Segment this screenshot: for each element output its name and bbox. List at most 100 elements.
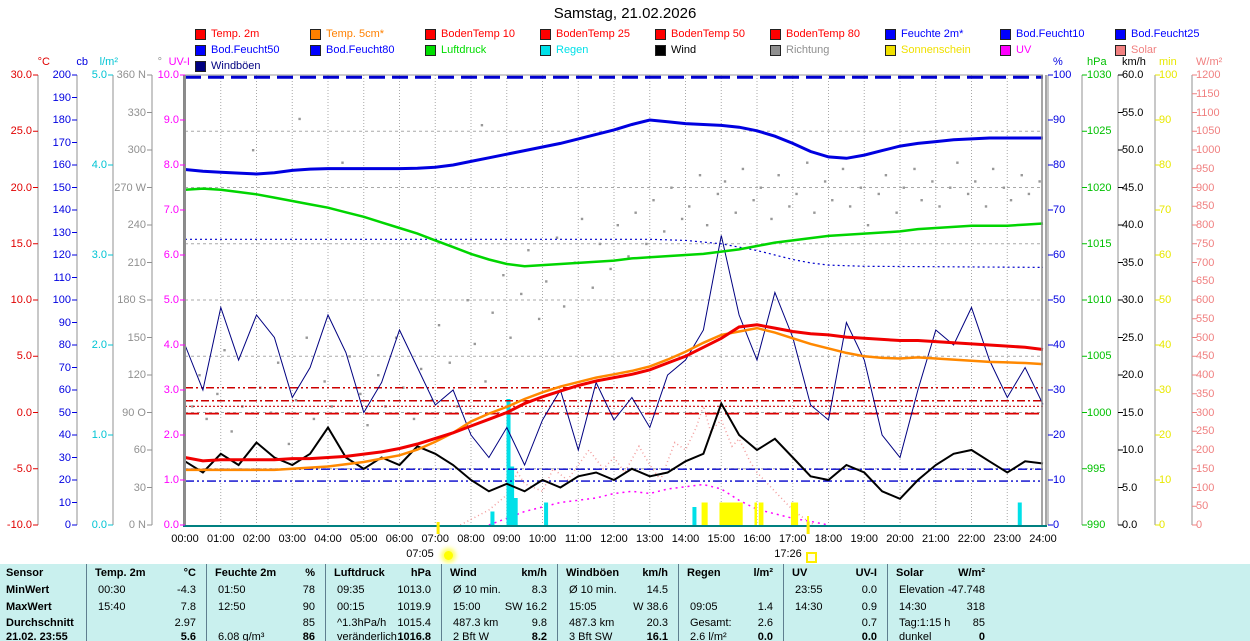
legend-item-uv: UV	[1000, 44, 1031, 56]
table-col-unit: %	[305, 567, 315, 579]
axis-unit-label: hPa	[1087, 56, 1107, 68]
table-cell-info: 487.3 km	[569, 617, 615, 629]
axis-tick-label: 15.0	[10, 237, 32, 250]
x-axis-hour-label: 23:00	[993, 533, 1022, 545]
table-cell-info: 3 Bft SW	[569, 631, 613, 641]
axis-tick-label: 25.0	[1122, 331, 1144, 344]
axis-tick-label: 950	[1196, 162, 1215, 175]
table-col-name: Feuchte 2m	[215, 567, 277, 579]
axis-tick-label: 1005	[1087, 350, 1112, 363]
table-cell-value: 7.8	[180, 601, 196, 613]
x-axis-hour-label: 07:00	[421, 533, 450, 545]
axis-tick-label: 210	[127, 256, 146, 269]
axis-tick-label: 0.0	[91, 519, 107, 531]
axis-tick-label: 10	[1053, 474, 1066, 486]
table-row-label: 21.02. 23:55	[6, 631, 68, 641]
axis-tick-label: 0	[1053, 519, 1060, 531]
legend-label: Bod.Feucht25	[1131, 28, 1200, 40]
axis-tick-label: 30	[133, 481, 146, 494]
legend-label: BodenTemp 50	[671, 28, 745, 40]
table-cell-value: 2.97	[174, 617, 196, 629]
table-cell-value: 85	[302, 617, 315, 629]
x-axis-hour-label: 08:00	[457, 533, 485, 545]
legend-item-temp-2m: Temp. 2m	[195, 28, 259, 40]
table-cell-value: 1.4	[757, 601, 773, 613]
axis-tick-label: 70	[1053, 204, 1066, 216]
table-cell-value: 85	[972, 617, 985, 629]
axis-tick-label: 350	[1196, 387, 1215, 400]
sunset-time: 17:26	[774, 548, 802, 560]
legend-swatch-icon	[195, 60, 206, 72]
axis-tick-label: 1015	[1087, 237, 1112, 250]
axis-tick-label: 35.0	[1122, 256, 1144, 269]
table-separator	[86, 564, 87, 641]
axis-tick-label: 60	[1053, 249, 1066, 261]
legend-label: Sonnenschein	[901, 44, 971, 56]
table-separator	[441, 564, 442, 641]
axis-tick-label: 990	[1087, 519, 1106, 531]
table-col-name: Solar	[896, 567, 924, 579]
axis-tick-label: 995	[1087, 462, 1106, 475]
table-col-name: Windböen	[566, 567, 620, 579]
axis-tick-label: 50.0	[1122, 144, 1144, 156]
axis-tick-label: 1050	[1196, 125, 1221, 138]
table-cell-value: 1015.4	[397, 617, 431, 629]
legend-swatch-icon	[1115, 44, 1126, 56]
table-cell-info: 12:50	[218, 601, 246, 613]
axis-tick-label: 1020	[1087, 181, 1112, 194]
axis-tick-label: 600	[1196, 294, 1215, 306]
axis-unit-label: l/m²	[99, 56, 118, 68]
legend-swatch-icon	[195, 44, 206, 56]
axis-tick-label: 60	[133, 444, 146, 456]
axis-tick-label: 1150	[1196, 87, 1220, 100]
legend-swatch-icon	[1000, 44, 1011, 56]
axis-tick-label: 55.0	[1122, 106, 1144, 119]
table-cell-value: 78	[302, 584, 315, 596]
table-cell-info: 09:05	[690, 601, 718, 613]
table-cell-info: 6.08 g/m³	[218, 631, 265, 641]
x-axis-hour-label: 11:00	[564, 533, 592, 545]
table-cell-value: 318	[966, 601, 985, 613]
table-row-label: Durchschnitt	[6, 617, 74, 629]
axis-tick-label: 1.0	[163, 474, 179, 486]
axis-tick-label: 5.0	[91, 69, 107, 81]
axis-tick-label: 700	[1196, 256, 1215, 269]
table-cell-info: 00:15	[337, 601, 365, 613]
table-cell-value: -47.748	[947, 584, 985, 596]
legend-item-temp-5cm-: Temp. 5cm*	[310, 28, 384, 40]
legend-label: Bod.Feucht80	[326, 44, 395, 56]
axis-tick-label: 30.0	[1122, 294, 1144, 306]
axis-tick-label: 40.0	[1122, 219, 1144, 231]
axis-tick-label: 25.0	[10, 125, 32, 138]
table-cell-value: 0.0	[757, 631, 773, 641]
axis-tick-label: -10.0	[6, 519, 32, 531]
axis-tick-label: 200	[1196, 444, 1215, 456]
axis-tick-label: 330	[127, 106, 146, 119]
legend-swatch-icon	[1115, 28, 1126, 40]
page-title: Samstag, 21.02.2026	[553, 5, 697, 22]
axis-tick-label: 80	[58, 339, 71, 351]
axis-tick-label: 90 O	[122, 406, 146, 419]
table-cell-value: 8.3	[531, 584, 547, 596]
legend-label: Bod.Feucht50	[211, 44, 280, 56]
table-cell-info: 23:55	[795, 584, 823, 596]
table-cell-info: Ø 10 min.	[569, 584, 617, 596]
axis-tick-label: 30	[1053, 384, 1066, 396]
legend-label: BodenTemp 80	[786, 28, 860, 40]
table-cell-info: Tag:1:15 h	[899, 617, 951, 629]
table-row-label: MaxWert	[6, 601, 52, 613]
axis-tick-label: 10.0	[157, 69, 179, 81]
axis-tick-label: 200	[52, 69, 71, 81]
axis-tick-label: 0	[1159, 519, 1166, 531]
x-axis-hour-label: 17:00	[778, 533, 807, 545]
axis-tick-label: 180	[52, 114, 71, 126]
table-separator	[325, 564, 326, 641]
table-col-unit: UV-I	[855, 567, 877, 579]
x-axis-hour-label: 06:00	[385, 533, 414, 545]
legend-item-bod-feucht80: Bod.Feucht80	[310, 44, 395, 56]
axis-tick-label: 10.0	[1122, 444, 1144, 456]
axis-tick-label: 0	[64, 519, 71, 531]
legend-label: Temp. 2m	[211, 28, 260, 40]
axis-tick-label: 180 S	[117, 294, 146, 306]
axis-tick-label: 250	[1196, 425, 1215, 438]
